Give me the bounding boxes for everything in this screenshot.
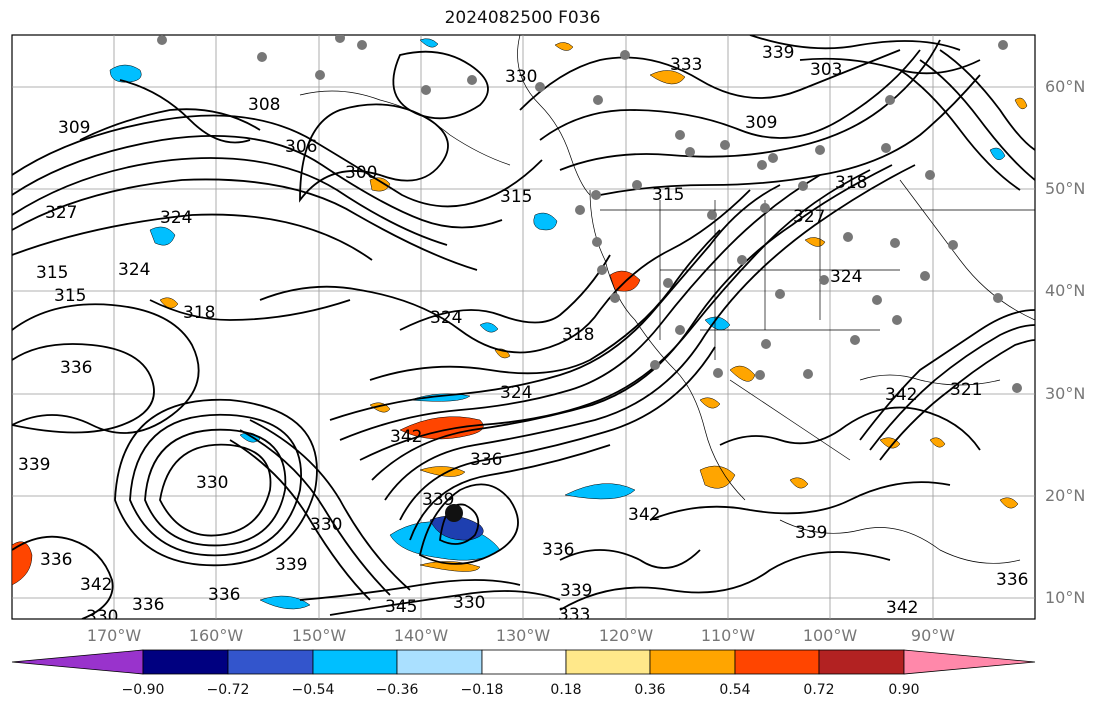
colorbar-segment — [818, 649, 905, 675]
contour-label: 327 — [793, 207, 825, 227]
contour-label: 342 — [886, 598, 918, 618]
colorbar-segment — [734, 649, 820, 675]
colorbar-tick-label: −0.54 — [291, 682, 335, 698]
contour-label: 342 — [390, 427, 422, 447]
contour-label: 303 — [810, 60, 842, 80]
colorbar-segment — [227, 649, 314, 675]
lon-label: 90°W — [910, 626, 956, 645]
contour-label: 336 — [208, 585, 240, 605]
contour-label: 308 — [248, 95, 280, 115]
lat-label: 50°N — [1045, 179, 1086, 198]
contour-label: 339 — [18, 455, 50, 475]
contour-label: 339 — [762, 43, 794, 63]
contour-label: 336 — [542, 540, 574, 560]
contour-label: 315 — [36, 263, 68, 283]
contour-label: 339 — [560, 581, 592, 601]
contours — [12, 35, 1035, 619]
colorbar-tick-label: 0.90 — [888, 682, 920, 698]
lon-label: 140°W — [393, 626, 449, 645]
lat-label: 10°N — [1045, 588, 1086, 607]
graticule — [12, 35, 1035, 619]
colorbar-segment — [481, 649, 567, 675]
contour-label: 336 — [60, 358, 92, 378]
map-frame — [11, 34, 1036, 620]
contour-label: 324 — [160, 208, 192, 228]
shaded-patches — [12, 38, 1028, 610]
contour-label: 336 — [132, 595, 164, 615]
colorbar-segment — [903, 649, 1036, 675]
contour-label: 318 — [835, 173, 867, 193]
contour-label: 330 — [453, 593, 485, 613]
contour-label: 336 — [40, 550, 72, 570]
contour-label: 315 — [652, 185, 684, 205]
contour-label: 342 — [885, 385, 917, 405]
contour-labels: 309 308 306 300 303 309 315 315 318 324 … — [18, 43, 1028, 627]
lat-label: 60°N — [1045, 77, 1086, 96]
contour-label: 330 — [86, 607, 118, 627]
contour-label: 324 — [430, 308, 462, 328]
colorbar-tick-label: 0.54 — [719, 682, 751, 698]
colorbar-segment — [142, 649, 229, 675]
contour-label: 306 — [285, 137, 317, 157]
lat-label: 40°N — [1045, 281, 1086, 300]
colorbar-segment — [396, 649, 483, 675]
contour-label: 333 — [558, 605, 590, 625]
colorbar-segment — [312, 649, 398, 675]
contour-label: 315 — [500, 187, 532, 207]
station-dots — [157, 35, 1022, 393]
lon-label: 170°W — [86, 626, 142, 645]
map-title: 2024082500 F036 — [444, 8, 601, 28]
contour-label: 342 — [80, 575, 112, 595]
lon-label: 160°W — [188, 626, 244, 645]
lon-label: 120°W — [598, 626, 654, 645]
colorbar-segment — [11, 649, 144, 675]
contour-label: 327 — [45, 203, 77, 223]
colorbar-segment — [649, 649, 736, 675]
lat-label: 30°N — [1045, 384, 1086, 403]
contour-label: 336 — [470, 450, 502, 470]
colorbar-segment — [565, 649, 651, 675]
contour-label: 324 — [118, 260, 150, 280]
lon-label: 130°W — [495, 626, 551, 645]
contour-label: 345 — [385, 597, 417, 617]
contour-label: 342 — [628, 505, 660, 525]
contour-label: 324 — [830, 267, 862, 287]
contour-label: 333 — [670, 55, 702, 75]
colorbar-tick-label: 0.72 — [803, 682, 835, 698]
contour-label: 309 — [58, 118, 90, 138]
colorbar-tick-label: −0.90 — [121, 682, 165, 698]
lon-label: 150°W — [291, 626, 347, 645]
colorbar-tick-label: 0.36 — [634, 682, 666, 698]
contour-label: 336 — [996, 570, 1028, 590]
contour-label: 321 — [950, 380, 982, 400]
contour-label: 330 — [310, 515, 342, 535]
contour-label: 315 — [54, 286, 86, 306]
contour-label: 330 — [505, 67, 537, 87]
colorbar-tick-label: −0.72 — [206, 682, 250, 698]
contour-label: 300 — [345, 163, 377, 183]
colorbar — [11, 649, 1036, 675]
contour-label: 318 — [183, 303, 215, 323]
lon-label: 110°W — [700, 626, 756, 645]
contour-label: 309 — [745, 113, 777, 133]
lat-label: 20°N — [1045, 486, 1086, 505]
contour-label: 324 — [500, 383, 532, 403]
colorbar-tick-label: −0.36 — [375, 682, 419, 698]
contour-label: 339 — [275, 555, 307, 575]
colorbar-tick-label: −0.18 — [460, 682, 504, 698]
contour-label: 318 — [562, 325, 594, 345]
colorbar-tick-label: 0.18 — [550, 682, 582, 698]
contour-label: 339 — [422, 490, 454, 510]
hurricane-marker — [445, 504, 463, 522]
lon-label: 100°W — [802, 626, 858, 645]
contour-label: 339 — [795, 523, 827, 543]
contour-label: 330 — [196, 473, 228, 493]
